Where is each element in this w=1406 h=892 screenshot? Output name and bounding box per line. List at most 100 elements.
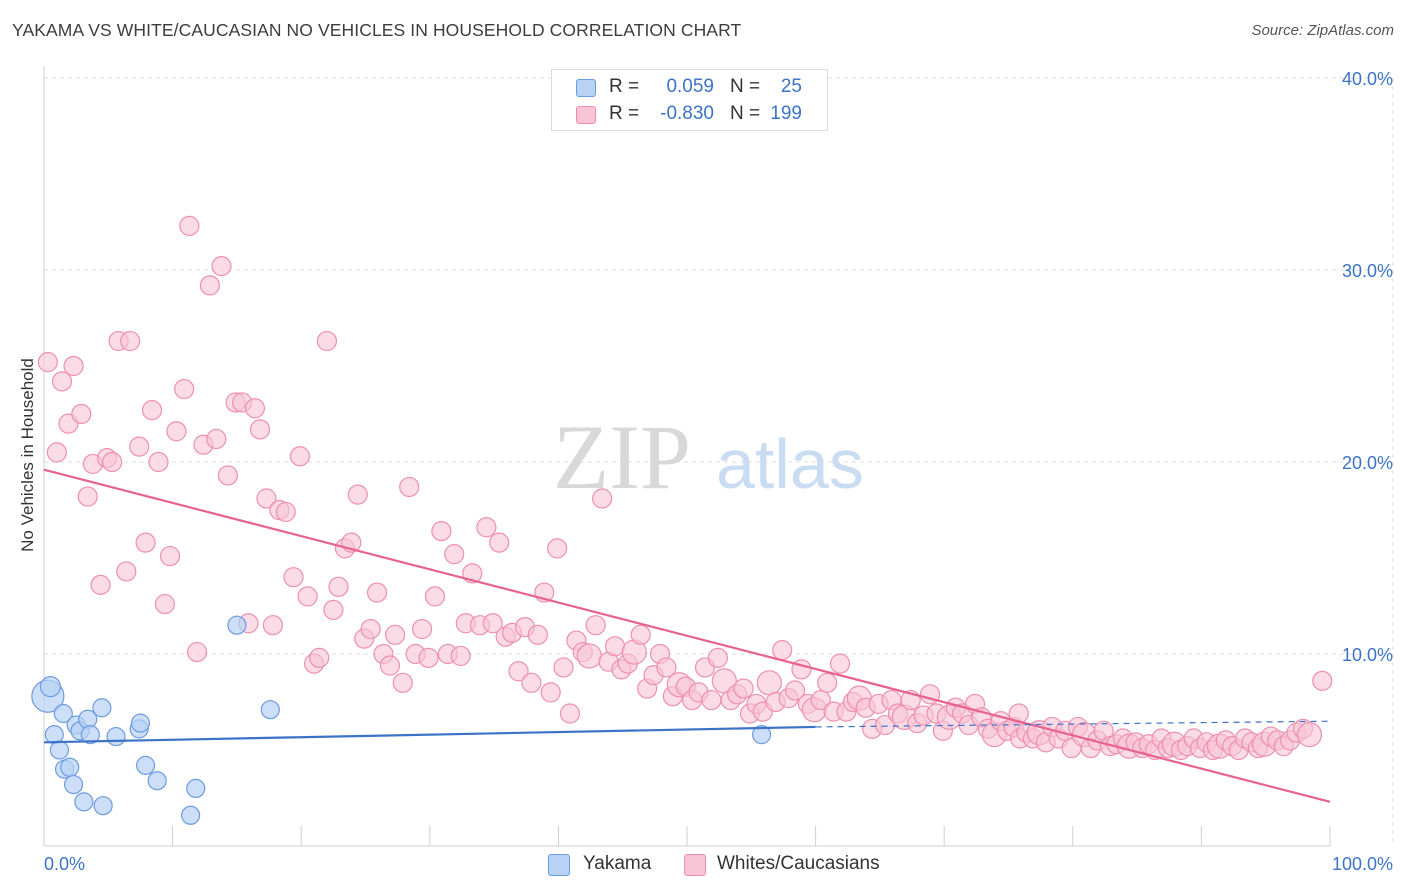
whites-point: [547, 538, 568, 559]
legend-swatch-yakama: [576, 79, 596, 97]
whites-point: [297, 586, 318, 607]
whites-point: [71, 403, 92, 425]
tick-labels: 10.0% 20.0% 30.0% 40.0% 0.0% 100.0%: [44, 69, 1393, 874]
whites-point: [135, 532, 156, 553]
whites-point: [46, 442, 67, 463]
whites-point: [411, 618, 433, 640]
whites-point: [592, 488, 613, 509]
legend-r-label: R =: [609, 76, 640, 97]
whites-point: [450, 645, 471, 667]
whites-point: [576, 643, 602, 669]
whites-point: [256, 488, 277, 509]
whites-point: [179, 215, 200, 236]
legend-row-whites: R = -0.830 N = 199: [552, 101, 827, 127]
whites-point: [1296, 722, 1323, 748]
whites-point: [384, 624, 406, 645]
legend-swatch-yakama: [548, 854, 570, 876]
x-tick-label: 100.0%: [1332, 854, 1393, 874]
whites-point: [275, 501, 296, 523]
whites-point: [553, 657, 574, 678]
yakama-point: [74, 792, 94, 812]
yakama-point: [227, 615, 247, 635]
whites-point: [141, 400, 163, 421]
series-legend-label: Whites/Caucasians: [717, 853, 880, 874]
legend-n-label: N =: [730, 76, 761, 97]
watermark: ZIP atlas: [553, 406, 864, 508]
series-legend-label: Yakama: [583, 853, 652, 874]
whites-trend-line: [43, 468, 1331, 803]
legend-n-value: 199: [770, 103, 802, 124]
whites-point: [360, 618, 381, 640]
whites-point: [508, 661, 529, 682]
whites-point: [418, 647, 439, 668]
legend-r-value: 0.059: [666, 76, 714, 97]
whites-point: [392, 672, 413, 693]
yakama-point: [186, 778, 206, 799]
yakama-point: [751, 725, 772, 745]
legend-n-label: N =: [730, 103, 761, 124]
whites-points: [37, 215, 1333, 761]
watermark-zip: ZIP: [553, 406, 691, 508]
y-tick-label: 30.0%: [1342, 261, 1393, 281]
whites-point: [784, 680, 806, 701]
yakama-point: [135, 755, 156, 775]
whites-point: [51, 371, 73, 392]
whites-point: [756, 670, 782, 696]
yakama-point: [80, 725, 100, 745]
whites-point: [656, 657, 677, 678]
whites-point: [733, 678, 754, 699]
y-tick-label: 20.0%: [1342, 453, 1393, 473]
yakama-point: [49, 740, 70, 760]
watermark-atlas: atlas: [716, 425, 864, 503]
yakama-point: [93, 796, 113, 816]
whites-point: [585, 615, 606, 636]
chart-source: Source: ZipAtlas.com: [1251, 22, 1394, 39]
whites-point: [559, 703, 581, 724]
whites-point: [701, 689, 722, 711]
chart-title: YAKAMA VS WHITE/CAUCASIAN NO VEHICLES IN…: [12, 20, 742, 40]
trend-lines: [43, 468, 1331, 803]
whites-point: [521, 672, 542, 693]
whites-point: [37, 352, 58, 373]
legend-r-value: -0.830: [660, 103, 714, 124]
whites-point: [1312, 670, 1333, 691]
whites-point: [249, 419, 271, 440]
whites-point: [829, 653, 851, 674]
legend-n-value: 25: [780, 76, 802, 97]
whites-point: [424, 586, 446, 607]
whites-point: [77, 486, 98, 507]
whites-point: [166, 421, 187, 442]
yakama-points: [31, 615, 772, 825]
whites-point: [347, 484, 368, 505]
y-tick-label: 40.0%: [1342, 69, 1393, 89]
whites-point: [772, 640, 793, 661]
whites-point: [444, 544, 465, 565]
yakama-point: [63, 774, 84, 795]
whites-point: [206, 428, 227, 450]
whites-point: [527, 624, 548, 645]
whites-point: [262, 615, 284, 636]
whites-point: [174, 378, 195, 400]
whites-point: [707, 647, 728, 668]
whites-point: [489, 532, 510, 553]
whites-point: [116, 561, 137, 582]
whites-point: [399, 476, 420, 498]
whites-point: [482, 613, 503, 634]
whites-point: [154, 593, 175, 615]
whites-point: [431, 521, 452, 542]
whites-point: [283, 567, 304, 588]
whites-point: [186, 641, 208, 663]
whites-point: [604, 636, 626, 657]
yakama-point: [39, 676, 62, 698]
whites-point: [90, 574, 111, 595]
whites-point: [316, 330, 338, 352]
yakama-point: [130, 713, 151, 733]
whites-point: [63, 355, 84, 377]
whites-point: [148, 451, 169, 473]
whites-point: [309, 647, 330, 668]
whites-point: [476, 517, 497, 538]
yakama-trend-extension: [815, 720, 1331, 728]
whites-point: [244, 398, 266, 419]
x-tick-label: 0.0%: [44, 854, 85, 874]
